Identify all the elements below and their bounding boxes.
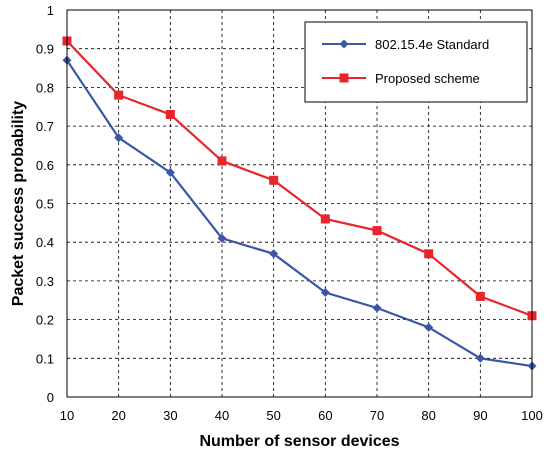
data-point-802-15-4e-standard <box>372 303 382 313</box>
y-tick-label: 0.7 <box>36 119 54 134</box>
x-tick-label: 60 <box>318 408 332 423</box>
data-point-proposed-scheme <box>372 226 382 236</box>
y-tick-label: 0 <box>47 390 54 405</box>
series-line-802-15-4e-standard <box>66 59 533 368</box>
y-axis-label: Packet success probability <box>10 101 27 307</box>
x-tick-label: 40 <box>215 408 229 423</box>
x-tick-label: 50 <box>266 408 280 423</box>
series-line-proposed-scheme <box>66 40 533 317</box>
x-tick-label: 80 <box>421 408 435 423</box>
data-point-802-15-4e-standard <box>269 249 279 259</box>
data-point-proposed-scheme <box>424 249 434 259</box>
data-point-802-15-4e-standard <box>320 288 330 298</box>
x-tick-label: 20 <box>111 408 125 423</box>
y-tick-label: 0.6 <box>36 158 54 173</box>
legend-diamond-marker <box>339 39 349 49</box>
x-tick-label: 10 <box>60 408 74 423</box>
y-tick-label: 0.3 <box>36 274 54 289</box>
data-point-proposed-scheme <box>320 214 330 224</box>
x-tick-label: 70 <box>370 408 384 423</box>
legend-label-proposed-scheme: Proposed scheme <box>375 71 480 86</box>
data-point-802-15-4e-standard <box>165 168 175 178</box>
x-tick-label: 30 <box>163 408 177 423</box>
y-tick-label: 0.8 <box>36 80 54 95</box>
y-tick-label: 0.1 <box>36 351 54 366</box>
x-axis-label: Number of sensor devices <box>199 433 399 450</box>
data-point-proposed-scheme <box>114 90 124 100</box>
y-tick-label: 0.9 <box>36 42 54 57</box>
legend-box <box>304 21 528 103</box>
y-axis-ticks: 0 0.1 0.2 0.3 0.4 0.5 0.6 0.7 0.8 0.9 1 <box>36 3 54 405</box>
data-point-proposed-scheme <box>165 109 175 119</box>
grid-lines <box>67 10 532 397</box>
data-point-802-15-4e-standard <box>475 353 485 363</box>
plot-area-frame <box>66 9 533 398</box>
data-point-802-15-4e-standard <box>424 322 434 332</box>
data-point-proposed-scheme <box>269 175 279 185</box>
legend: 802.15.4e Standard Proposed scheme <box>304 21 528 103</box>
y-tick-label: 0.2 <box>36 313 54 328</box>
data-point-proposed-scheme <box>475 291 485 301</box>
y-tick-label: 1 <box>47 3 54 18</box>
data-point-802-15-4e-standard <box>114 133 124 143</box>
y-tick-label: 0.4 <box>36 235 54 250</box>
legend-label-802-15-4e-standard: 802.15.4e Standard <box>375 37 489 52</box>
data-point-802-15-4e-standard <box>217 233 227 243</box>
y-tick-label: 0.5 <box>36 197 54 212</box>
x-axis-ticks: 10 20 30 40 50 60 70 80 90 100 <box>60 408 543 423</box>
x-tick-label: 100 <box>521 408 543 423</box>
data-point-proposed-scheme <box>217 156 227 166</box>
legend-square-marker <box>339 73 349 83</box>
x-tick-label: 90 <box>473 408 487 423</box>
